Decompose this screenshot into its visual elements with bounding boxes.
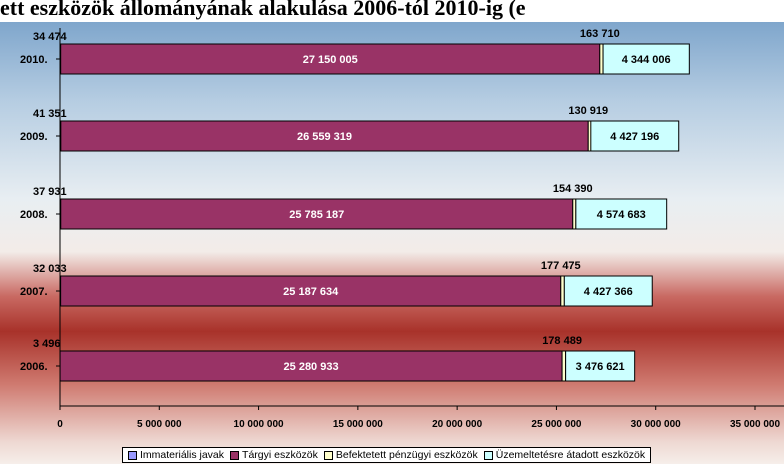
bar-segment-operational — [575, 198, 668, 230]
legend-item-financial: Befektetett pénzügyi eszközök — [323, 449, 478, 461]
data-label-financial: 163 710 — [580, 28, 620, 40]
data-label-immaterial: 32 033 — [33, 263, 67, 275]
legend-swatch-immaterial — [128, 450, 137, 460]
bar-segment-tangible — [60, 43, 601, 75]
category-label: 2009. — [20, 131, 48, 143]
bar-segment-operational — [602, 43, 690, 75]
bar-segment-tangible — [60, 275, 562, 307]
data-label-financial: 178 489 — [542, 335, 582, 347]
x-tick-label: 25 000 000 — [531, 419, 581, 430]
data-label-financial: 177 475 — [541, 260, 581, 272]
category-label: 2006. — [20, 361, 48, 373]
x-tick-label: 10 000 000 — [234, 419, 284, 430]
category-label: 2008. — [20, 209, 48, 221]
data-label-operational: 3 476 621 — [576, 361, 625, 373]
legend-swatch-tangible — [230, 450, 240, 460]
legend-label-tangible: Tárgyi eszközök — [242, 449, 318, 461]
data-label-operational: 4 427 366 — [584, 286, 633, 298]
legend-swatch-operational — [483, 450, 493, 460]
x-tick-label: 0 — [57, 419, 63, 430]
data-label-immaterial: 37 931 — [33, 186, 67, 198]
bar-segment-operational — [590, 120, 680, 152]
legend-swatch-financial — [323, 450, 333, 460]
x-tick-label: 35 000 000 — [730, 419, 780, 430]
data-label-tangible: 25 785 187 — [289, 209, 344, 221]
bar-segment-financial — [561, 350, 567, 382]
data-label-financial: 130 919 — [568, 105, 608, 117]
bar-segment-operational — [565, 350, 636, 382]
plot-background — [0, 22, 784, 464]
bar-segment-operational — [563, 275, 653, 307]
category-label: 2010. — [20, 54, 48, 66]
legend: Immateriális javak Tárgyi eszközök Befek… — [122, 447, 652, 463]
x-tick-label: 30 000 000 — [631, 419, 681, 430]
legend-label-operational: Üzemeltetésre átadott eszközök — [495, 449, 646, 461]
data-label-immaterial: 3 496 — [33, 338, 61, 350]
legend-label-financial: Befektetett pénzügyi eszközök — [335, 449, 478, 461]
bar-segment-tangible — [60, 120, 589, 152]
data-label-operational: 4 574 683 — [597, 209, 646, 221]
data-label-tangible: 27 150 005 — [303, 54, 358, 66]
legend-label-immaterial: Immateriális javak — [140, 449, 225, 461]
bar-segment-tangible — [59, 350, 563, 382]
data-label-tangible: 26 559 319 — [297, 131, 352, 143]
chart-title: ett eszközök állományának alakulása 2006… — [0, 0, 526, 20]
x-tick-label: 15 000 000 — [333, 419, 383, 430]
data-label-operational: 4 344 006 — [622, 54, 671, 66]
data-label-tangible: 25 280 933 — [284, 361, 339, 373]
data-label-financial: 154 390 — [553, 183, 593, 195]
data-label-operational: 4 427 196 — [610, 131, 659, 143]
x-tick-label: 20 000 000 — [432, 419, 482, 430]
category-label: 2007. — [20, 286, 48, 298]
legend-item-tangible: Tárgyi eszközök — [230, 449, 318, 461]
bar-segment-financial — [560, 275, 565, 307]
data-label-immaterial: 34 474 — [33, 31, 68, 43]
x-tick-label: 5 000 000 — [137, 419, 182, 430]
data-label-immaterial: 41 351 — [33, 108, 67, 120]
legend-item-immaterial: Immateriális javak — [128, 449, 224, 461]
data-label-tangible: 25 187 634 — [283, 286, 339, 298]
legend-item-operational: Üzemeltetésre átadott eszközök — [483, 449, 646, 461]
